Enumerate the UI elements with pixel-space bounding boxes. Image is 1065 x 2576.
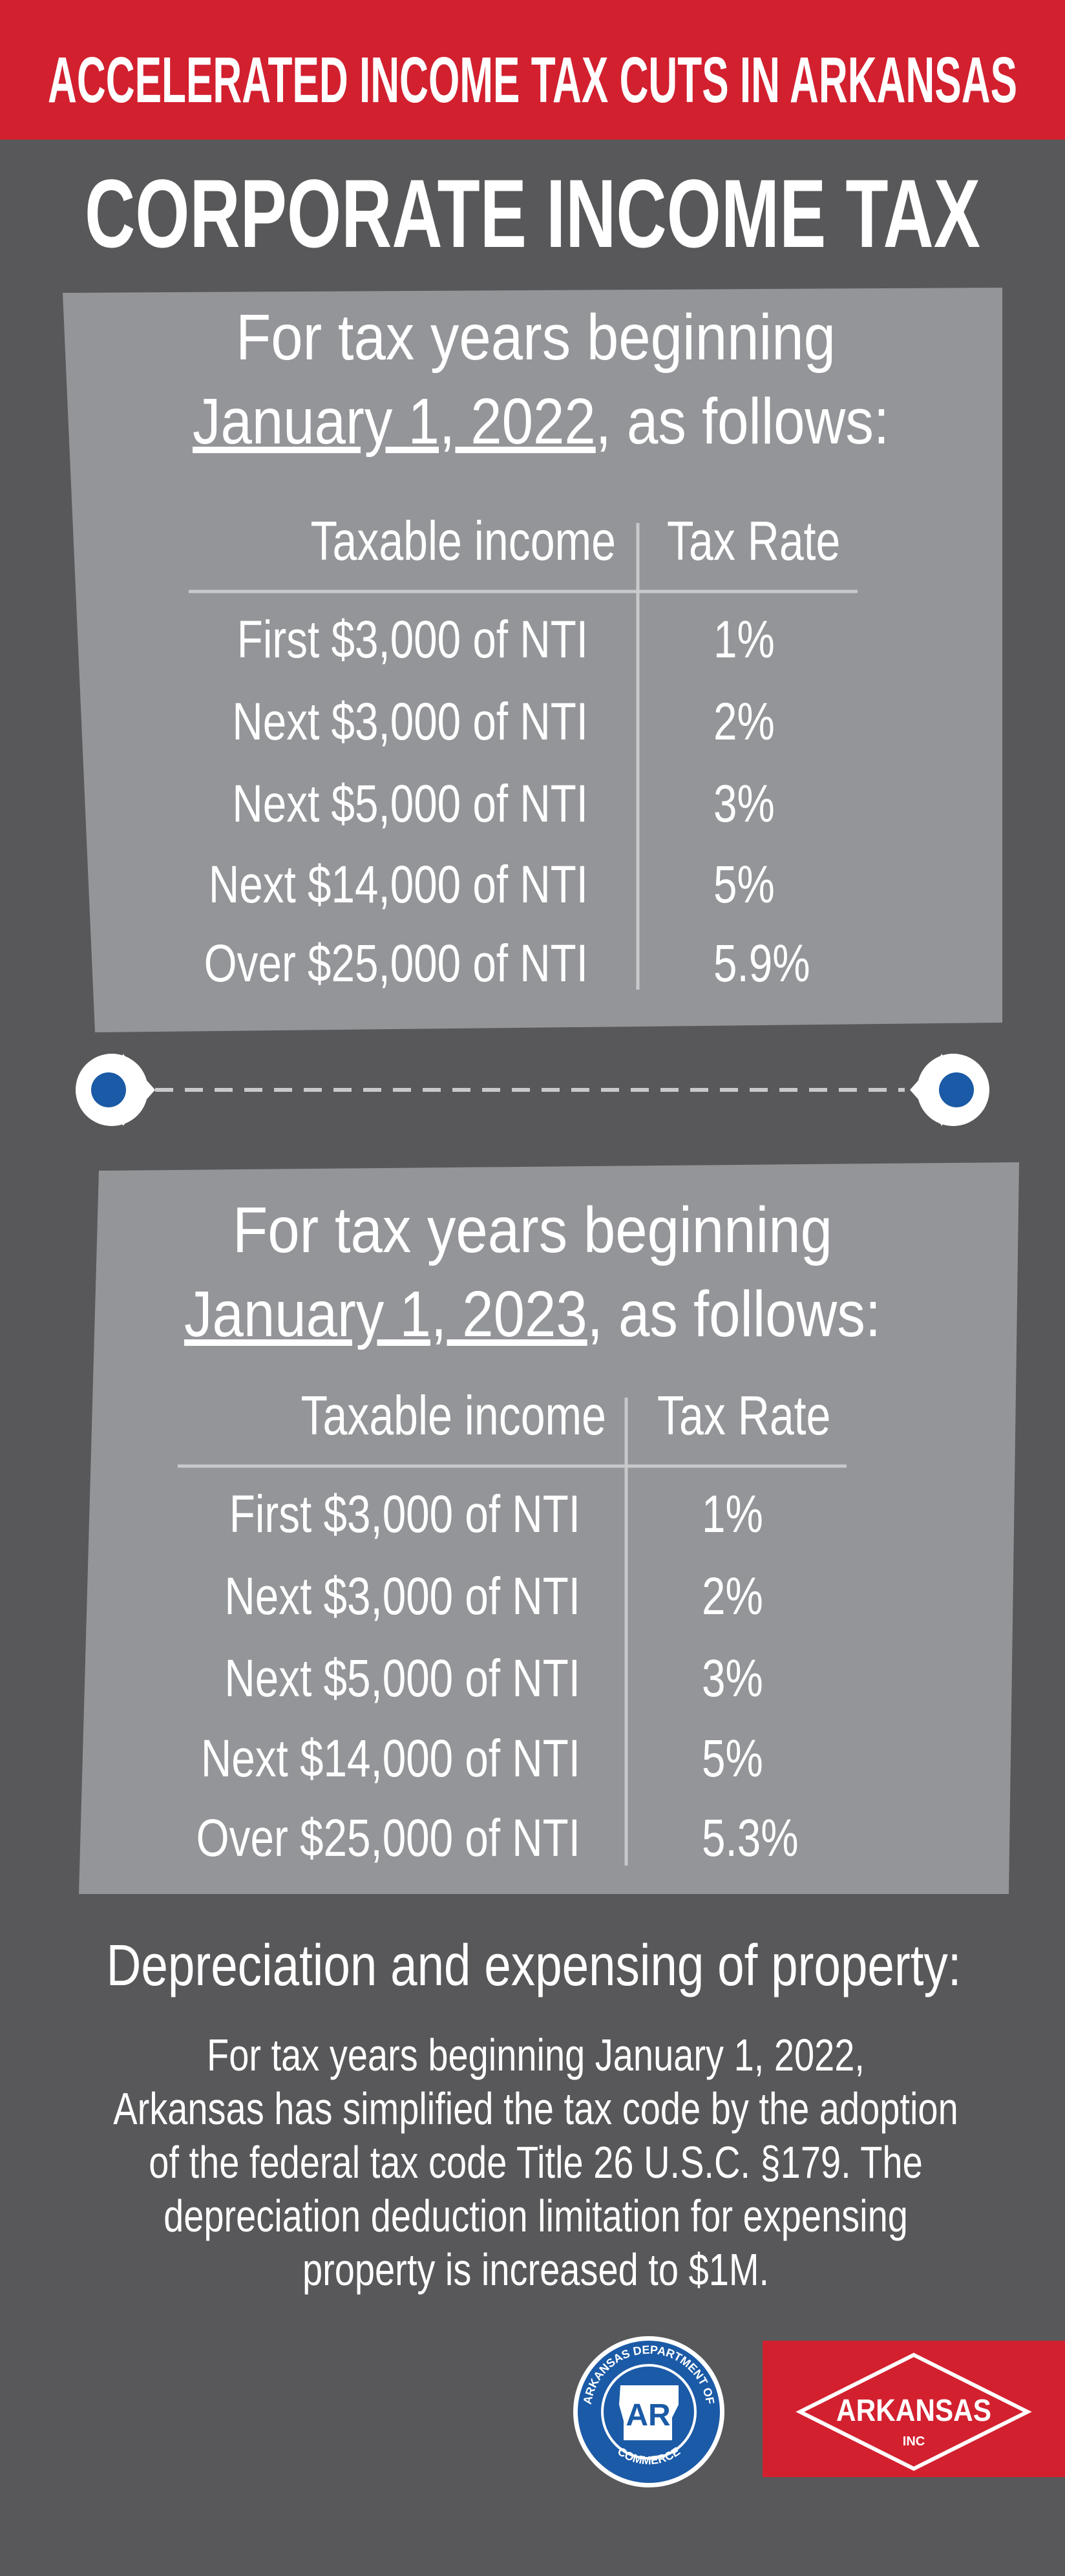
intro-date: January 1, 2022, as follows:	[193, 385, 889, 458]
row-label: First $3,000 of NTI	[237, 610, 588, 669]
date: January 1, 2023	[184, 1278, 587, 1350]
row-label: Next $5,000 of NTI	[232, 774, 588, 833]
row-rate: 5.9%	[713, 934, 810, 993]
intro: For tax years beginning	[236, 301, 836, 374]
row-rate: 3%	[702, 1649, 763, 1708]
column-header: Tax Rate	[667, 511, 840, 572]
suffix: , as follows:	[596, 385, 889, 458]
row-rate: 3%	[713, 774, 775, 833]
node-dot	[939, 1072, 974, 1107]
paragraph: For tax years beginning January 1, 2022,…	[113, 2030, 958, 2295]
row-rate: 1%	[702, 1485, 763, 1544]
rows: First $3,000 of NTI 1% Next $3,000 of NTI 2…	[204, 610, 810, 993]
row-label: Over $25,000 of NTI	[204, 934, 588, 993]
seal-ring	[601, 2364, 697, 2460]
row-label: Next $3,000 of NTI	[224, 1567, 580, 1626]
intro-date: January 1, 2023, as follows:	[184, 1278, 881, 1350]
paragraph-line: Arkansas has simplified the tax code by …	[113, 2083, 958, 2134]
brand-diamond	[796, 2352, 1032, 2471]
row-label: Next $5,000 of NTI	[224, 1649, 580, 1708]
row-label: Over $25,000 of NTI	[196, 1809, 580, 1868]
seal-center: AR	[626, 2398, 670, 2432]
column-header: Tax Rate	[657, 1385, 830, 1447]
heading: CORPORATE INCOME TAX	[85, 159, 980, 268]
row-label: First $3,000 of NTI	[229, 1485, 580, 1544]
date: January 1, 2022	[193, 385, 596, 458]
paragraph-line: For tax years beginning January 1, 2022,	[207, 2030, 865, 2080]
paragraph-line: property is increased to $1M.	[302, 2244, 769, 2295]
panel	[79, 1162, 1019, 1894]
row-label: Next $3,000 of NTI	[232, 692, 588, 751]
paragraph-line: depreciation deduction limitation for ex…	[163, 2191, 908, 2241]
suffix: , as follows:	[587, 1278, 881, 1350]
row-label: Next $14,000 of NTI	[201, 1729, 580, 1788]
row-rate: 1%	[713, 610, 775, 669]
row-label: Next $14,000 of NTI	[209, 855, 588, 914]
row-rate: 2%	[702, 1567, 763, 1626]
header-bar	[0, 0, 1065, 140]
row-rate: 5.3%	[702, 1809, 799, 1868]
node-dot	[91, 1072, 126, 1107]
brand-sub: INC	[903, 2434, 925, 2449]
column-header: Taxable income	[311, 511, 616, 572]
depreciation-heading: Depreciation and expensing of property:	[107, 1933, 962, 1998]
header-title: ACCELERATED INCOME TAX CUTS IN ARKANSAS	[48, 44, 1017, 116]
state-shape	[619, 2385, 679, 2440]
brand-box	[763, 2341, 1065, 2477]
brand: ARKANSAS	[836, 2394, 991, 2428]
row-rate: 2%	[713, 692, 775, 751]
row-rate: 5%	[702, 1729, 763, 1788]
column-header: Taxable income	[301, 1385, 606, 1447]
paragraph-line: of the federal tax code Title 26 U.S.C. …	[149, 2137, 922, 2187]
intro: For tax years beginning	[233, 1194, 832, 1266]
rows: First $3,000 of NTI 1% Next $3,000 of NTI 2…	[196, 1485, 799, 1868]
panel	[63, 288, 1002, 1032]
row-rate: 5%	[713, 855, 775, 914]
